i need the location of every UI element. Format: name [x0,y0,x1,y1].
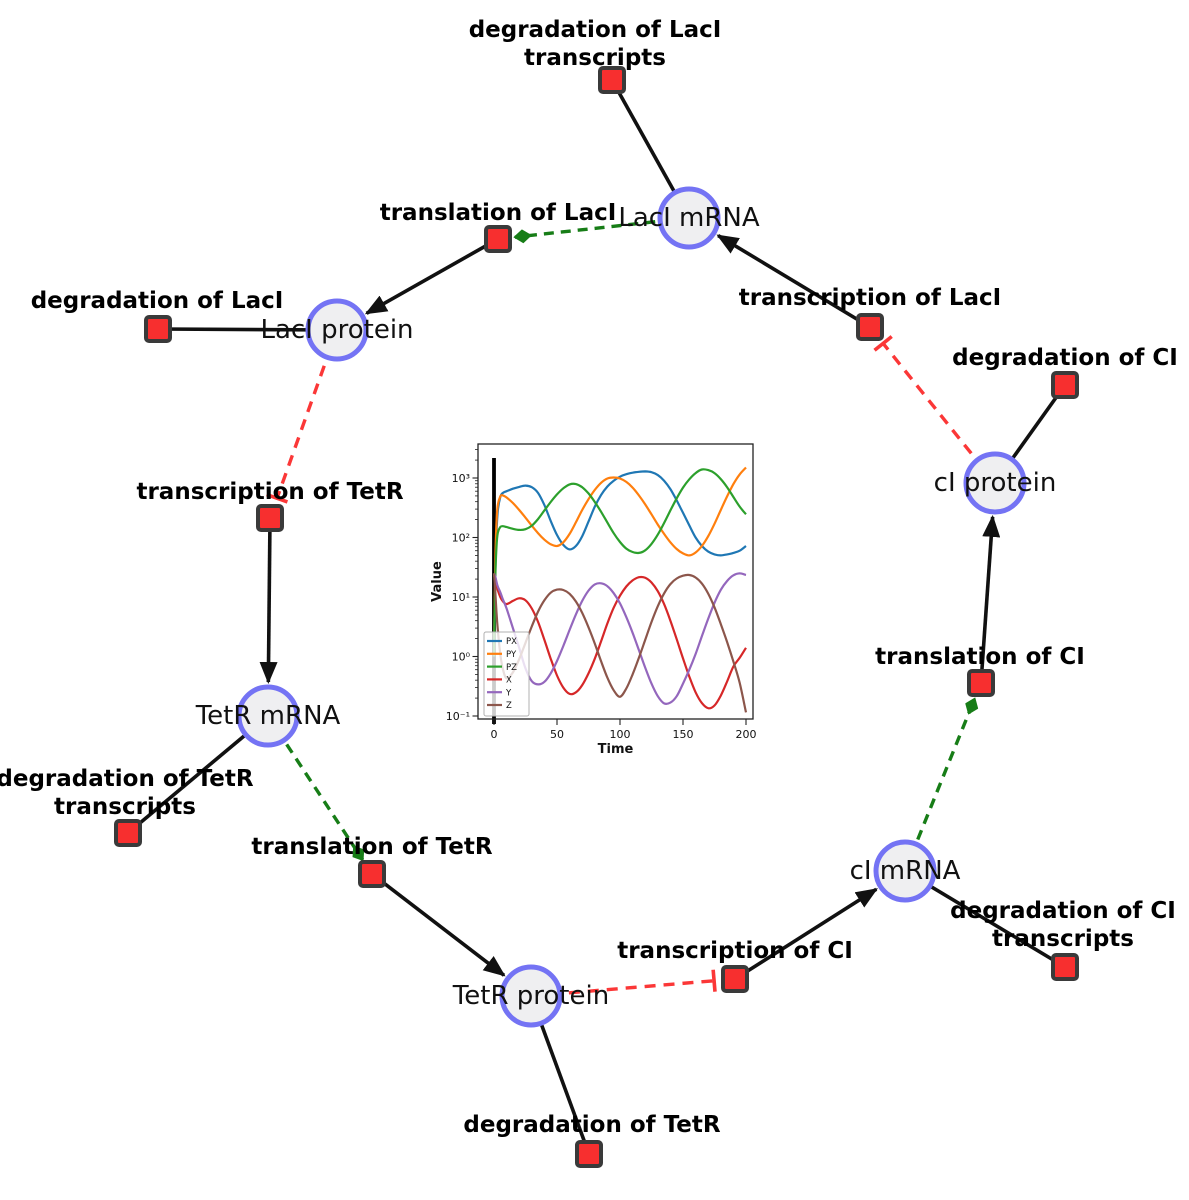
label-line: translation of TetR [251,834,493,860]
reaction-label-translation-of-ci: translation of CI [875,643,1085,671]
species-node-laci-mrna[interactable] [657,186,721,250]
label-line: transcripts [524,45,666,71]
legend-label-Y: Y [505,688,512,698]
label-line: transcripts [54,794,196,820]
inhibition-tbar [711,969,717,992]
legend-label-PZ: PZ [506,663,517,673]
reaction-label-transcription-of-ci: transcription of CI [617,937,853,965]
x-tick-label: 100 [610,728,631,741]
label-line: transcription of CI [617,938,853,964]
y-tick-label: 10⁰ [452,650,471,663]
reaction-label-degradation-of-laci: degradation of LacI [31,287,284,315]
species-label-ci-mrna: cI mRNA [849,856,961,886]
series-X [492,575,747,710]
legend-label-PY: PY [506,650,517,660]
label-line: transcription of TetR [136,479,404,505]
species-label-tetr-protein: TetR protein [452,981,610,1011]
time-series-inset-chart: 10⁻¹ 10⁰ 10¹ 10² 10³ 0 50 100 150 200 Time Value PX P… [429,441,789,771]
label-line: degradation of TetR [463,1112,721,1138]
edge-production [364,237,499,315]
reaction-label-degradation-of-laci-transcripts: degradation of LacI transcripts [469,16,722,72]
x-tick-label: 0 [491,728,498,741]
y-tick-label: 10² [452,531,470,544]
label-line: degradation of CI [952,345,1178,371]
edge-production [716,233,871,329]
edge-production [734,887,878,981]
x-axis-label: Time [598,742,634,757]
species-node-ci-protein[interactable] [963,451,1027,515]
reaction-node-degradation-of-ci-transcripts[interactable] [1051,953,1079,981]
label-line: degradation of CI [950,898,1176,924]
series-PY [492,466,747,657]
edge-modifier [266,715,365,862]
species-node-tetr-mrna[interactable] [236,684,300,748]
reaction-node-translation-of-laci[interactable] [484,225,512,253]
reaction-node-transcription-of-tetr[interactable] [256,504,284,532]
reaction-label-degradation-of-ci: degradation of CI [952,344,1178,372]
reaction-node-translation-of-ci[interactable] [967,669,995,697]
legend-label-X: X [506,676,512,686]
edge-inhibition [530,979,715,998]
inhibition-tbar [873,335,893,352]
reaction-node-degradation-of-tetr[interactable] [575,1140,603,1168]
edge-production [259,517,278,685]
y-tick-label: 10³ [452,472,470,485]
edge-modifier [513,216,690,244]
x-tick-label: 50 [550,728,564,741]
reaction-label-degradation-of-ci-transcripts: degradation of CI transcripts [950,897,1176,953]
species-label-tetr-mrna: TetR mRNA [195,701,341,731]
series-PX [492,470,747,657]
legend-label-PX: PX [506,637,517,647]
reaction-label-transcription-of-tetr: transcription of TetR [136,478,403,506]
y-axis-label: Value [430,561,445,602]
reaction-label-transcription-of-laci: transcription of LacI [739,284,1002,312]
y-tick-label: 10⁻¹ [446,710,470,723]
axes-frame [477,443,754,720]
label-line: degradation of TetR [0,766,254,792]
species-label-ci-protein: cI protein [933,468,1057,498]
label-line: degradation of LacI [468,17,722,43]
reaction-node-transcription-of-ci[interactable] [721,965,749,993]
species-node-ci-mrna[interactable] [873,839,937,903]
reaction-node-transcription-of-laci[interactable] [856,313,884,341]
reaction-label-degradation-of-tetr-transcripts: degradation of TetR transcripts [0,765,254,821]
x-tick-label: 200 [736,728,757,741]
label-line: transcription of LacI [738,285,1002,311]
reaction-label-translation-of-laci: translation of LacI [380,199,617,227]
reaction-label-degradation-of-tetr: degradation of TetR [463,1111,720,1139]
series-PZ [492,468,747,657]
reaction-node-degradation-of-tetr-transcripts[interactable] [114,819,142,847]
species-label-laci-protein: LacI protein [260,315,414,345]
inhibition-tbar [266,492,289,504]
x-tick-label: 150 [673,728,694,741]
label-line: translation of LacI [379,200,617,226]
label-line: degradation of LacI [30,288,284,314]
reaction-label-translation-of-tetr: translation of TetR [251,833,492,861]
label-line: transcripts [992,926,1134,952]
species-node-tetr-protein[interactable] [499,964,563,1028]
edge-modifier [903,697,979,872]
species-node-laci-protein[interactable] [305,298,369,362]
reaction-node-degradation-of-laci[interactable] [144,315,172,343]
reaction-node-translation-of-tetr[interactable] [358,860,386,888]
y-tick-label: 10¹ [452,591,470,604]
label-line: translation of CI [875,644,1085,670]
reaction-node-degradation-of-ci[interactable] [1051,371,1079,399]
legend-label-Z: Z [506,701,512,711]
edge-production [979,514,1001,684]
reaction-node-degradation-of-laci-transcripts[interactable] [598,66,626,94]
species-label-laci-mrna: LacI mRNA [618,203,760,233]
edge-production [370,872,506,977]
